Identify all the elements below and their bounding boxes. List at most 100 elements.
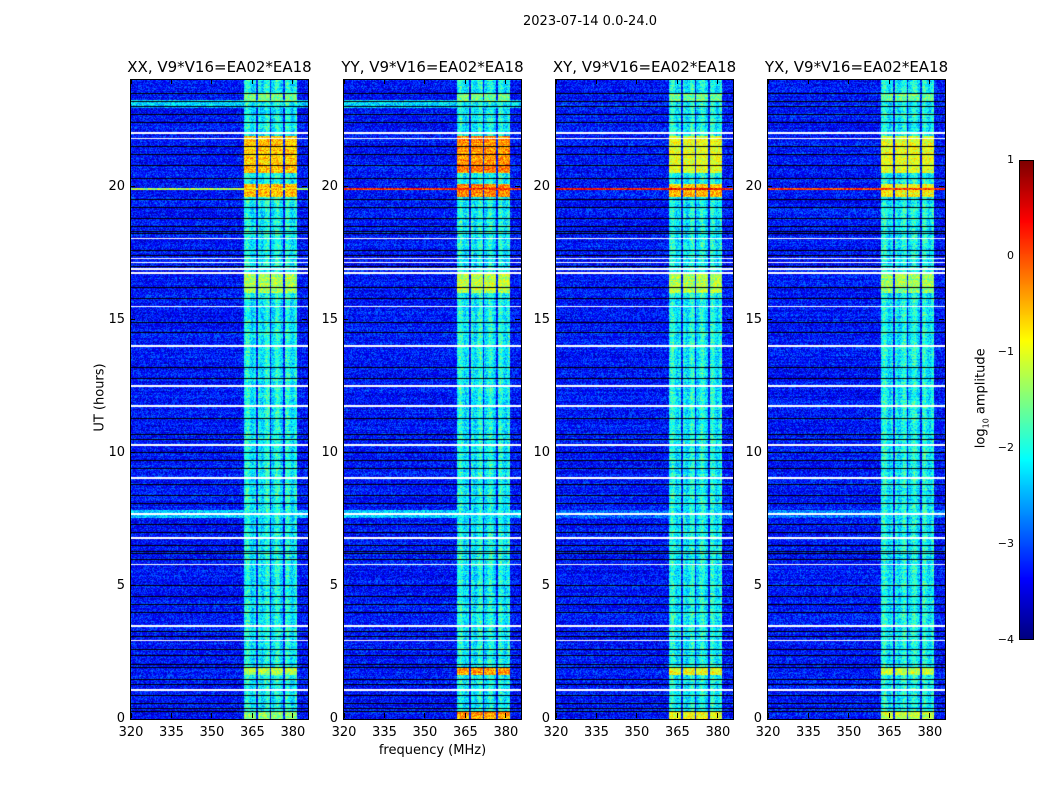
y-tick-mark	[302, 718, 307, 720]
x-tick-mark	[636, 79, 638, 84]
y-axis-label: UT (hours)	[92, 363, 108, 432]
y-tick-label: 15	[108, 311, 125, 327]
y-tick-label: 5	[116, 577, 125, 593]
x-tick-label: 335	[584, 725, 609, 740]
y-tick-label: 15	[321, 311, 338, 327]
x-tick-label: 335	[796, 725, 821, 740]
y-tick-mark	[343, 452, 348, 454]
x-tick-label: 380	[493, 725, 519, 740]
x-tick-mark	[170, 79, 172, 84]
x-tick-label: 365	[876, 725, 902, 740]
colorbar-tick-label: −1	[997, 345, 1014, 358]
x-tick-mark	[251, 713, 253, 718]
y-tick-label: 0	[116, 711, 125, 726]
y-tick-mark	[130, 186, 135, 187]
x-tick-mark	[464, 713, 466, 718]
colorbar-tick-label: 1	[1007, 153, 1014, 166]
panel-yx: YX, V9*V16=EA02*EA18 320 335 350 365 380 0 5 10 1…	[745, 58, 948, 740]
y-tick-mark	[727, 186, 732, 187]
x-tick-label: 320	[118, 725, 144, 740]
y-tick-mark	[343, 319, 348, 321]
x-tick-mark	[251, 79, 253, 84]
x-tick-mark	[424, 79, 426, 84]
y-tick-mark	[939, 585, 944, 587]
y-tick-label: 10	[745, 444, 762, 460]
x-tick-mark	[595, 79, 597, 84]
y-tick-mark	[767, 452, 772, 454]
x-tick-mark	[424, 713, 426, 718]
panel-title: YY, V9*V16=EA02*EA18	[341, 58, 524, 76]
y-tick-mark	[302, 186, 307, 187]
x-tick-mark	[888, 713, 890, 718]
x-tick-mark	[848, 79, 850, 84]
x-tick-mark	[595, 713, 597, 718]
y-tick-mark	[130, 585, 135, 587]
x-tick-mark	[211, 713, 213, 718]
x-tick-mark	[292, 79, 294, 84]
panel-title: XX, V9*V16=EA02*EA18	[127, 58, 312, 76]
y-tick-label: 20	[321, 178, 338, 194]
spectrogram-heatmap	[768, 80, 945, 719]
x-tick-mark	[292, 713, 294, 718]
x-tick-mark	[383, 713, 385, 718]
x-tick-mark	[717, 713, 719, 718]
y-tick-mark	[343, 585, 348, 587]
y-tick-mark	[302, 585, 307, 587]
panel-xy: XY, V9*V16=EA02*EA18 320 335 350 365 380 0 5 10 1…	[533, 58, 736, 740]
y-tick-mark	[302, 319, 307, 321]
colorbar-label-sub: 10	[981, 418, 991, 429]
y-tick-mark	[515, 718, 520, 720]
figure-title: 2023-07-14 0.0-24.0	[523, 14, 657, 29]
x-tick-mark	[767, 79, 769, 84]
x-tick-mark	[636, 713, 638, 718]
x-tick-mark	[929, 79, 931, 84]
y-tick-mark	[515, 186, 520, 187]
x-tick-label: 365	[239, 725, 265, 740]
y-tick-mark	[767, 319, 772, 321]
x-tick-mark	[848, 713, 850, 718]
x-tick-mark	[343, 713, 345, 718]
y-tick-mark	[555, 452, 560, 454]
x-tick-label: 380	[280, 725, 306, 740]
x-tick-label: 320	[755, 725, 781, 740]
y-tick-label: 15	[745, 311, 762, 327]
y-tick-mark	[555, 186, 560, 187]
colorbar	[1019, 160, 1034, 640]
spectrogram-heatmap	[131, 80, 308, 719]
y-tick-mark	[130, 718, 135, 720]
y-tick-label: 15	[533, 311, 550, 327]
colorbar-label-suffix: amplitude	[973, 348, 989, 419]
y-tick-mark	[515, 585, 520, 587]
x-tick-mark	[676, 713, 678, 718]
x-tick-label: 320	[331, 725, 357, 740]
y-tick-mark	[767, 718, 772, 720]
x-tick-label: 335	[372, 725, 397, 740]
y-tick-mark	[515, 452, 520, 454]
y-tick-label: 5	[329, 577, 338, 593]
x-tick-label: 380	[917, 725, 943, 740]
y-tick-label: 10	[321, 444, 338, 460]
colorbar-tick-label: −3	[997, 537, 1014, 550]
x-tick-mark	[130, 713, 132, 718]
spectrogram-heatmap	[344, 80, 521, 719]
y-tick-mark	[727, 319, 732, 321]
x-tick-mark	[676, 79, 678, 84]
x-tick-mark	[170, 713, 172, 718]
x-tick-mark	[383, 79, 385, 84]
y-tick-mark	[343, 186, 348, 187]
y-tick-mark	[555, 319, 560, 321]
x-tick-label: 350	[836, 725, 862, 740]
y-tick-label: 0	[753, 711, 762, 726]
x-tick-mark	[343, 79, 345, 84]
y-tick-label: 5	[753, 577, 762, 593]
panel-title: XY, V9*V16=EA02*EA18	[552, 58, 737, 76]
x-tick-mark	[464, 79, 466, 84]
x-tick-mark	[807, 713, 809, 718]
x-tick-label: 350	[624, 725, 650, 740]
y-tick-mark	[939, 452, 944, 454]
x-tick-label: 365	[664, 725, 690, 740]
y-tick-label: 10	[108, 444, 125, 460]
x-tick-mark	[505, 713, 507, 718]
x-tick-mark	[130, 79, 132, 84]
x-tick-mark	[211, 79, 213, 84]
